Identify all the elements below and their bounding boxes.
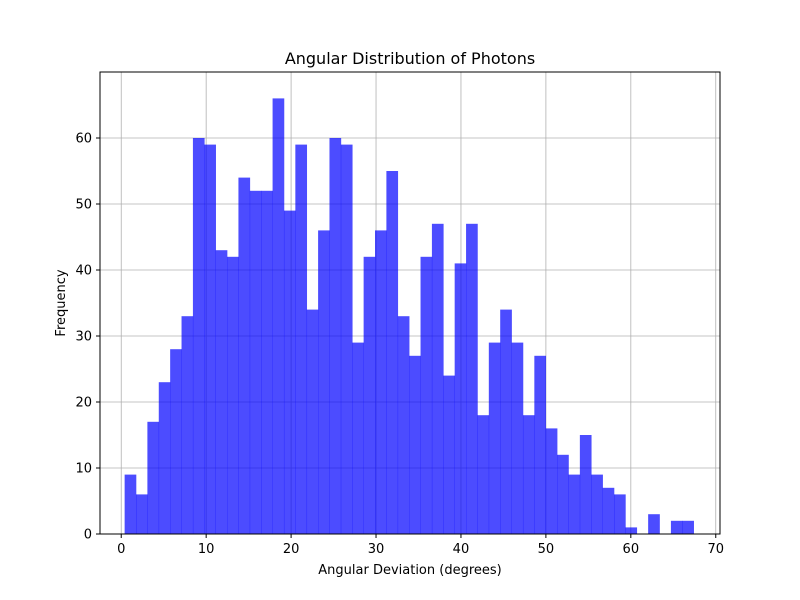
histogram-bar bbox=[386, 171, 399, 534]
histogram-bar bbox=[363, 256, 376, 534]
x-tick-label: 50 bbox=[538, 542, 555, 557]
histogram-bar bbox=[238, 177, 251, 534]
histogram-bar bbox=[591, 474, 603, 534]
histogram-bar bbox=[181, 316, 194, 534]
histogram-bar bbox=[227, 256, 239, 534]
histogram-bar bbox=[249, 190, 262, 535]
plot-frame bbox=[99, 71, 721, 535]
histogram-bar bbox=[352, 342, 364, 534]
y-axis-label: Frequency bbox=[54, 269, 69, 336]
histogram-bar bbox=[568, 474, 581, 534]
histogram-bar bbox=[136, 494, 148, 534]
y-tick-label: 10 bbox=[75, 462, 92, 477]
x-tick-label: 30 bbox=[368, 542, 385, 557]
x-axis-ticks: 0 10 20 30 40 50 60 70 bbox=[117, 534, 724, 557]
histogram-bar bbox=[625, 527, 638, 534]
x-tick-label: 0 bbox=[117, 542, 125, 557]
histogram-bar bbox=[397, 316, 410, 534]
histogram-bar bbox=[318, 230, 330, 534]
histogram-bar bbox=[682, 520, 694, 534]
histogram-bar bbox=[420, 256, 433, 534]
histogram-bar bbox=[192, 138, 205, 534]
y-axis-ticks: 0 10 20 30 40 50 60 bbox=[75, 132, 100, 543]
histogram-bar bbox=[204, 144, 216, 534]
bars bbox=[124, 98, 694, 535]
x-tick-label: 70 bbox=[707, 542, 724, 557]
histogram-bar bbox=[579, 435, 592, 534]
histogram-bar bbox=[295, 144, 308, 534]
y-tick-label: 20 bbox=[75, 396, 92, 411]
histogram-bar bbox=[147, 421, 160, 534]
x-tick-label: 20 bbox=[283, 542, 300, 557]
histogram-bar bbox=[454, 263, 467, 534]
histogram-bar bbox=[409, 355, 421, 534]
histogram-bar bbox=[557, 454, 569, 534]
histogram-bar bbox=[614, 494, 626, 534]
histogram-bar bbox=[306, 309, 319, 534]
histogram-bar bbox=[648, 514, 660, 534]
x-tick-label: 10 bbox=[198, 542, 215, 557]
histogram-bar bbox=[443, 375, 455, 534]
histogram-bar bbox=[511, 342, 524, 534]
y-tick-label: 0 bbox=[84, 528, 92, 543]
x-axis-label: Angular Deviation (degrees) bbox=[318, 563, 501, 578]
histogram-bar bbox=[477, 415, 490, 534]
y-tick-label: 60 bbox=[75, 132, 92, 147]
histogram-bar bbox=[466, 223, 478, 535]
histogram-bar bbox=[283, 210, 296, 534]
histogram-bar bbox=[215, 250, 228, 534]
x-tick-label: 60 bbox=[623, 542, 640, 557]
chart-title: Angular Distribution of Photons bbox=[285, 49, 535, 68]
histogram-bar bbox=[272, 98, 285, 535]
histogram-bar bbox=[545, 428, 558, 534]
histogram-bar bbox=[124, 474, 137, 534]
histogram-bar bbox=[488, 342, 501, 534]
histogram-bar bbox=[602, 487, 615, 534]
y-tick-label: 50 bbox=[75, 198, 92, 213]
histogram-bar bbox=[329, 138, 342, 534]
y-tick-label: 40 bbox=[75, 264, 92, 279]
histogram-bar bbox=[261, 190, 273, 535]
histogram-bar bbox=[522, 415, 535, 534]
histogram-bar bbox=[670, 520, 683, 534]
histogram-bar bbox=[170, 349, 182, 534]
histogram-bar bbox=[534, 355, 547, 534]
histogram-bar bbox=[158, 382, 171, 534]
histogram-bar bbox=[500, 309, 512, 534]
histogram-bar bbox=[431, 223, 444, 535]
y-tick-label: 30 bbox=[75, 330, 92, 345]
histogram-bar bbox=[375, 230, 387, 534]
histogram-bar bbox=[340, 144, 353, 534]
x-tick-label: 40 bbox=[453, 542, 470, 557]
